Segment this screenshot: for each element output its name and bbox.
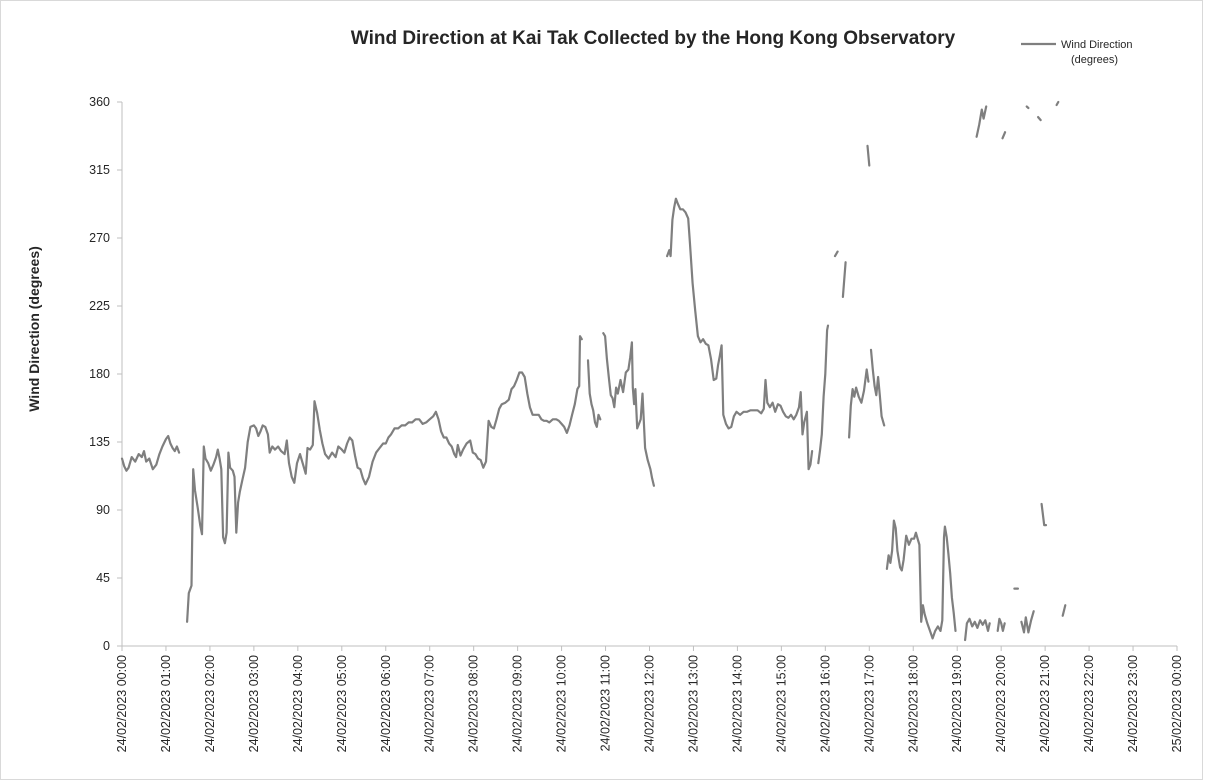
x-tick-label: 24/02/2023 19:00: [950, 655, 964, 752]
x-tick-label: 24/02/2023 15:00: [774, 655, 788, 752]
x-tick-label: 24/02/2023 20:00: [994, 655, 1008, 752]
series-line-segment: [869, 348, 886, 427]
y-tick-label: 360: [89, 95, 110, 109]
series-line-segment: [885, 519, 957, 640]
series-line-segment: [1061, 604, 1067, 617]
legend-label-line2: (degrees): [1071, 54, 1118, 66]
series-line-segment: [586, 359, 602, 428]
x-tick-label: 24/02/2023 18:00: [906, 655, 920, 752]
x-tick-label: 24/02/2023 00:00: [115, 655, 129, 752]
series-line-segment: [1040, 502, 1048, 527]
series-line-segment: [1001, 131, 1007, 140]
series-line-segment: [841, 261, 847, 298]
y-tick-label: 135: [89, 435, 110, 449]
x-tick-label: 24/02/2023 11:00: [599, 655, 613, 751]
x-tick-label: 24/02/2023 22:00: [1082, 655, 1096, 752]
series-line-segment: [186, 335, 583, 623]
y-tick-label: 180: [89, 367, 110, 381]
x-tick-label: 24/02/2023 23:00: [1126, 655, 1140, 752]
series-line-segment: [996, 617, 1006, 633]
x-tick-label: 24/02/2023 05:00: [335, 655, 349, 752]
series-line-segment: [817, 324, 830, 465]
y-tick-label: 0: [103, 639, 110, 653]
x-tick-label: 25/02/2023 00:00: [1170, 655, 1184, 752]
y-axis: 0 45 90 135 180 225 270 315 360: [89, 95, 123, 653]
y-tick-label: 225: [89, 299, 110, 313]
y-tick-label: 270: [89, 231, 110, 245]
x-tick-label: 24/02/2023 16:00: [818, 655, 832, 752]
series-line-segment: [120, 434, 181, 472]
series-line-segment: [665, 197, 814, 471]
series-line-segment: [866, 144, 871, 167]
series-line-segment: [1055, 100, 1060, 107]
x-axis: 24/02/2023 00:00 24/02/2023 01:00 24/02/20…: [115, 645, 1184, 752]
x-tick-label: 24/02/2023 17:00: [862, 655, 876, 752]
x-tick-label: 24/02/2023 13:00: [686, 655, 700, 752]
x-tick-label: 24/02/2023 07:00: [423, 655, 437, 752]
y-tick-label: 45: [96, 571, 110, 585]
x-tick-label: 24/02/2023 04:00: [291, 655, 305, 752]
series-line-segment: [1036, 115, 1042, 122]
chart-title: Wind Direction at Kai Tak Collected by t…: [351, 28, 956, 49]
series-line-segment: [975, 105, 988, 138]
y-axis-label: Wind Direction (degrees): [26, 246, 42, 412]
x-tick-label: 24/02/2023 12:00: [643, 655, 657, 752]
x-tick-label: 24/02/2023 14:00: [730, 655, 744, 752]
legend-label-line1: Wind Direction: [1061, 39, 1133, 51]
legend: Wind Direction (degrees): [1021, 39, 1133, 66]
series-line-segment: [847, 368, 870, 439]
series-line-segment: [1020, 610, 1035, 634]
y-tick-label: 315: [89, 163, 110, 177]
x-tick-label: 24/02/2023 03:00: [247, 655, 261, 752]
x-tick-label: 24/02/2023 01:00: [159, 655, 173, 752]
x-tick-label: 24/02/2023 10:00: [555, 655, 569, 752]
series-line-segment: [833, 250, 839, 258]
y-tick-label: 90: [96, 503, 110, 517]
x-tick-label: 24/02/2023 09:00: [511, 655, 525, 752]
series-wind-direction: [120, 100, 1067, 642]
series-line-segment: [963, 617, 991, 642]
x-tick-label: 24/02/2023 06:00: [379, 655, 393, 752]
x-tick-label: 24/02/2023 21:00: [1038, 655, 1052, 752]
series-line-segment: [1025, 105, 1030, 110]
x-tick-label: 24/02/2023 02:00: [203, 655, 217, 752]
x-tick-label: 24/02/2023 08:00: [467, 655, 481, 752]
series-line-segment: [602, 332, 656, 487]
